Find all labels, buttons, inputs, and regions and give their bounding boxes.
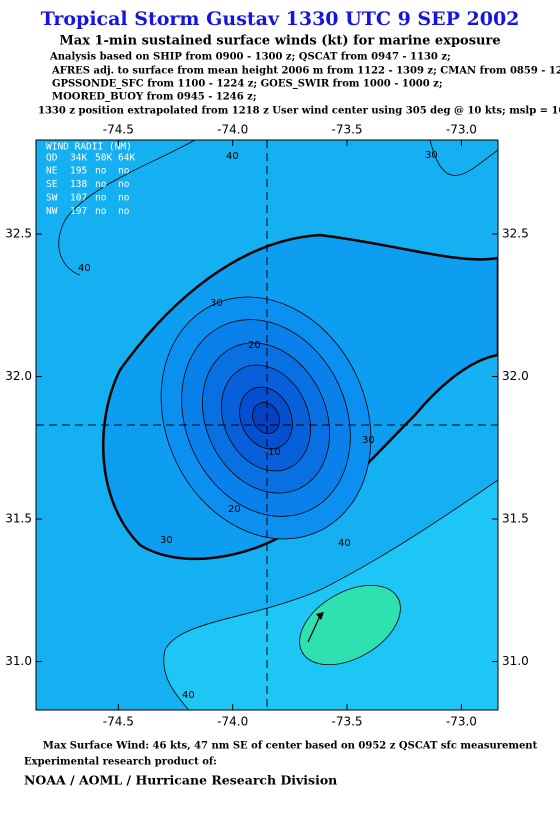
contour-label: 20 bbox=[248, 340, 261, 351]
wind-radii-cell: no bbox=[118, 166, 130, 177]
contour-label: 10 bbox=[268, 447, 281, 458]
contour-label: 40 bbox=[338, 538, 351, 549]
contour-label: 40 bbox=[226, 151, 239, 162]
wind-radii-cell: NE bbox=[46, 166, 58, 177]
contour-label: 20 bbox=[228, 504, 241, 515]
contour-label: 30 bbox=[425, 150, 438, 161]
wind-radii-cell: no bbox=[95, 179, 107, 190]
y-tick-label: 31.5 bbox=[502, 512, 529, 526]
wind-radii-cell: no bbox=[95, 193, 107, 204]
contour-label: 40 bbox=[182, 690, 195, 701]
wind-radii-header: 50K bbox=[95, 153, 112, 164]
subtitle: Max 1-min sustained surface winds (kt) f… bbox=[59, 34, 500, 49]
position-note: 1330 z position extrapolated from 1218 z… bbox=[38, 106, 560, 117]
wind-radii-header: 34K bbox=[70, 153, 87, 164]
wind-radii-header: 64K bbox=[118, 153, 135, 164]
title: Tropical Storm Gustav 1330 UTC 9 SEP 200… bbox=[41, 8, 520, 30]
wind-radii-cell: no bbox=[118, 179, 130, 190]
analysis-line: MOORED_BUOY from 0945 - 1246 z; bbox=[52, 92, 257, 103]
wind-radii-cell: 138 bbox=[70, 179, 87, 190]
wind-radii-cell: no bbox=[118, 193, 130, 204]
fill-45 bbox=[299, 584, 401, 666]
wind-radii-cell: 195 bbox=[70, 166, 87, 177]
x-tick-label: -74.0 bbox=[217, 715, 248, 729]
y-tick-label: 31.0 bbox=[502, 654, 529, 668]
contour-label: 30 bbox=[362, 435, 375, 446]
wind-radii-header: QD bbox=[46, 153, 58, 164]
analysis-line: GPSSONDE_SFC from 1100 - 1224 z; GOES_SW… bbox=[52, 79, 443, 90]
contour-label: 30 bbox=[160, 535, 173, 546]
max-wind-note: Max Surface Wind: 46 kts, 47 nm SE of ce… bbox=[43, 741, 538, 752]
wind-radii-cell: SW bbox=[46, 193, 58, 204]
x-tick-label: -74.0 bbox=[217, 123, 248, 137]
wind-radii-cell: no bbox=[118, 206, 130, 217]
x-tick-label: -73.5 bbox=[332, 123, 363, 137]
wind-radii-cell: NW bbox=[46, 206, 58, 217]
y-tick-label: 32.0 bbox=[5, 369, 32, 383]
organization: NOAA / AOML / Hurricane Research Divisio… bbox=[24, 773, 337, 788]
y-tick-label: 32.5 bbox=[502, 227, 529, 241]
x-tick-label: -73.0 bbox=[446, 715, 477, 729]
y-tick-label: 31.5 bbox=[5, 512, 32, 526]
y-tick-label: 31.0 bbox=[5, 654, 32, 668]
analysis-line: AFRES adj. to surface from mean height 2… bbox=[51, 66, 560, 77]
y-tick-label: 32.5 bbox=[5, 227, 32, 241]
wind-radii-cell: 107 bbox=[70, 193, 87, 204]
contour-label: 40 bbox=[78, 263, 91, 274]
wind-radii-cell: SE bbox=[46, 179, 58, 190]
wind-radii-title: WIND RADII (NM) bbox=[46, 142, 132, 153]
wind-radii-cell: 197 bbox=[70, 206, 87, 217]
experimental-note: Experimental research product of: bbox=[24, 757, 217, 768]
analysis-line: Analysis based on SHIP from 0900 - 1300 … bbox=[49, 52, 451, 63]
wind-radii-cell: no bbox=[95, 206, 107, 217]
x-tick-label: -74.5 bbox=[103, 715, 134, 729]
x-tick-label: -73.0 bbox=[446, 123, 477, 137]
contour-label: 30 bbox=[210, 298, 223, 309]
wind-radii-cell: no bbox=[95, 166, 107, 177]
y-tick-label: 32.0 bbox=[502, 369, 529, 383]
x-tick-label: -73.5 bbox=[332, 715, 363, 729]
x-tick-label: -74.5 bbox=[103, 123, 134, 137]
